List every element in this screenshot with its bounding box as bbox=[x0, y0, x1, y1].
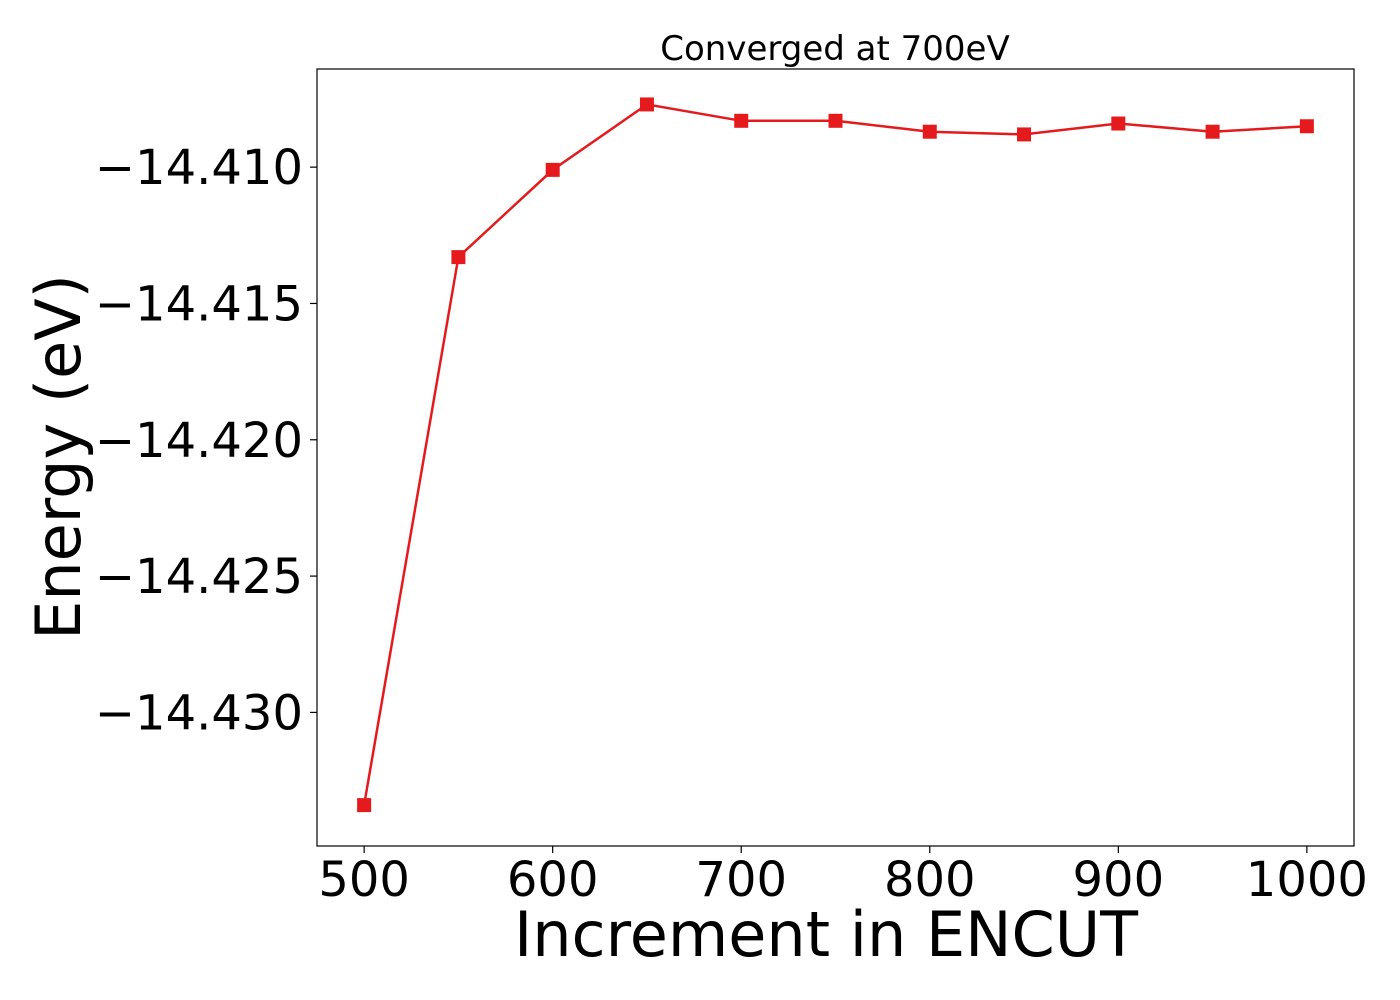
y-tick-label: −14.425 bbox=[95, 549, 303, 605]
x-tick-label: 500 bbox=[318, 852, 410, 908]
data-point-marker bbox=[828, 113, 843, 128]
data-point-marker bbox=[451, 250, 466, 265]
x-tick-label: 1000 bbox=[1246, 852, 1368, 908]
y-tick-label: −14.430 bbox=[95, 685, 303, 741]
data-point-marker bbox=[545, 162, 560, 177]
y-axis: −14.410 −14.415 −14.420 −14.425 −14.430 bbox=[95, 140, 317, 741]
x-tick-label: 800 bbox=[884, 852, 976, 908]
y-tick-label: −14.415 bbox=[95, 276, 303, 332]
series-line bbox=[362, 103, 1307, 806]
x-tick-label: 700 bbox=[695, 852, 787, 908]
data-point-marker bbox=[1017, 127, 1032, 142]
data-point-marker bbox=[357, 798, 372, 813]
y-tick-label: −14.420 bbox=[95, 413, 303, 469]
y-tick-label: −14.410 bbox=[95, 140, 303, 196]
x-tick-label: 600 bbox=[507, 852, 599, 908]
x-axis-label: Increment in ENCUT bbox=[514, 898, 1139, 971]
data-point-marker bbox=[1205, 124, 1220, 139]
data-point-marker bbox=[1111, 116, 1126, 131]
data-point-marker bbox=[922, 124, 937, 139]
data-point-marker bbox=[639, 97, 654, 112]
chart-title: Converged at 700eV bbox=[660, 29, 1009, 69]
y-axis-label: Energy (eV) bbox=[22, 274, 95, 640]
data-point-marker bbox=[734, 113, 749, 128]
x-axis: 500 600 700 800 900 1000 bbox=[318, 846, 1368, 908]
x-tick-label: 900 bbox=[1073, 852, 1165, 908]
data-point-marker bbox=[1299, 119, 1314, 134]
series-layer bbox=[357, 97, 1314, 813]
plot-frame bbox=[316, 68, 1355, 847]
